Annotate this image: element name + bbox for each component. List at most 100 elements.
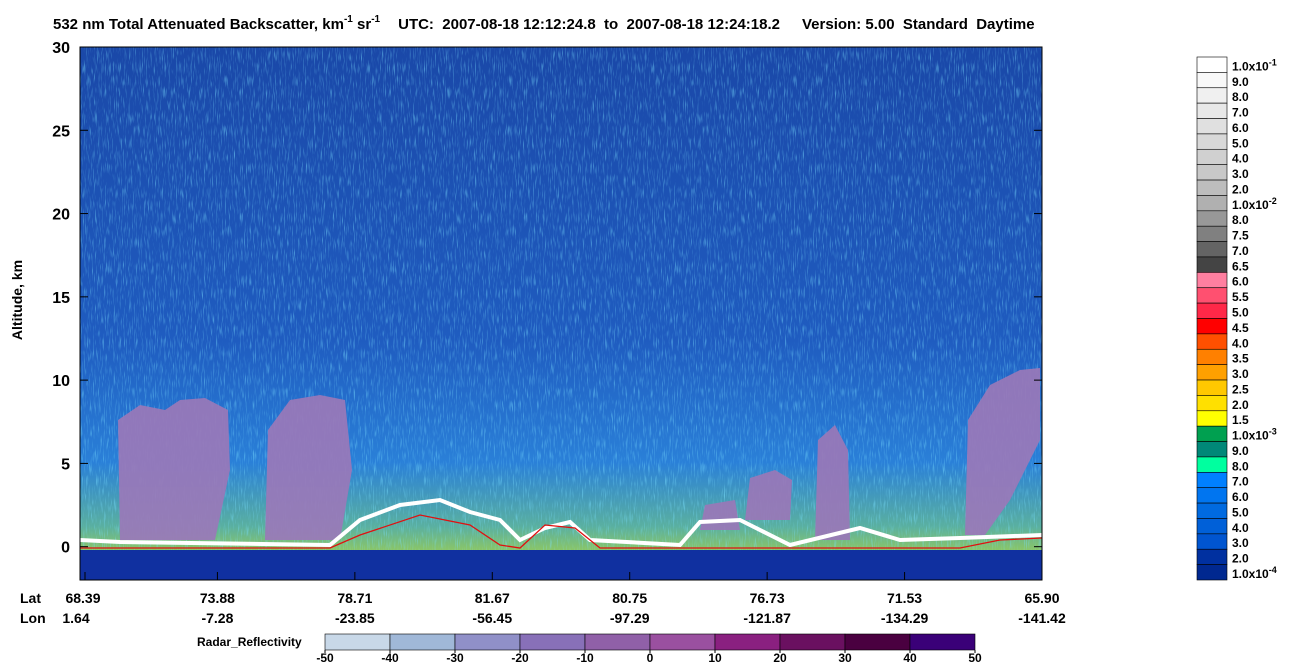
colorbar-label: 7.0 xyxy=(1232,244,1249,258)
colorbar-label: 9.0 xyxy=(1232,75,1249,89)
colorbar-label-text: 5.5 xyxy=(1232,290,1249,304)
lat-label: Lat xyxy=(20,590,41,606)
colorbar-cell xyxy=(1196,195,1228,212)
colorbar-label-text: 3.5 xyxy=(1232,352,1249,366)
lon-tick-label: -97.29 xyxy=(610,610,650,626)
colorbar-label-text: 4.0 xyxy=(1232,336,1249,350)
colorbar-label: 7.0 xyxy=(1232,106,1249,120)
colorbar-label: 4.0 xyxy=(1232,336,1249,350)
colorbar-label: 8.0 xyxy=(1232,459,1249,473)
y-tick-label: 15 xyxy=(52,290,70,307)
colorbar-label-text: 2.0 xyxy=(1232,182,1249,196)
radar-cell xyxy=(324,633,391,651)
y-tick-label: 30 xyxy=(52,40,70,57)
radar-tick-label: 0 xyxy=(647,651,654,665)
radar-cell xyxy=(389,633,456,651)
colorbar-cell xyxy=(1196,518,1228,535)
colorbar-cell xyxy=(1196,395,1228,412)
lon-tick-label: -121.87 xyxy=(743,610,791,626)
colorbar-label: 6.5 xyxy=(1232,259,1249,273)
radar-cell xyxy=(519,633,586,651)
colorbar-label-text: 4.5 xyxy=(1232,321,1249,335)
colorbar-label-exp: -3 xyxy=(1269,427,1277,437)
colorbar-label: 1.5 xyxy=(1232,413,1249,427)
radar-tick-label: -40 xyxy=(381,651,399,665)
lat-tick-label: 65.90 xyxy=(1024,590,1059,606)
radar-tick-label: 30 xyxy=(838,651,852,665)
colorbar-label-text: 1.0x10 xyxy=(1232,59,1269,73)
colorbar-cell xyxy=(1196,72,1228,89)
colorbar-label-text: 6.0 xyxy=(1232,275,1249,289)
colorbar-label-text: 3.0 xyxy=(1232,536,1249,550)
lat-tick-label: 68.39 xyxy=(65,590,100,606)
colorbar-label: 1.0x10-3 xyxy=(1232,427,1277,443)
colorbar-label: 9.0 xyxy=(1232,444,1249,458)
colorbar-cell xyxy=(1196,148,1228,165)
speckle xyxy=(80,47,1042,580)
colorbar-cell xyxy=(1196,348,1228,365)
lat-tick-label: 80.75 xyxy=(612,590,647,606)
colorbar-label: 8.0 xyxy=(1232,90,1249,104)
y-tick-label: 20 xyxy=(52,207,70,224)
surface-return xyxy=(80,497,1042,548)
radar-tick-label: 50 xyxy=(968,651,982,665)
colorbar-cell xyxy=(1196,379,1228,396)
colorbar-cell xyxy=(1196,164,1228,181)
colorbar-cell xyxy=(1196,472,1228,489)
colorbar-label-text: 2.0 xyxy=(1232,398,1249,412)
lon-tick-label: 1.64 xyxy=(62,610,89,626)
lat-tick-label: 71.53 xyxy=(887,590,922,606)
title-sup: -1 xyxy=(344,14,353,25)
colorbar-label-text: 7.0 xyxy=(1232,244,1249,258)
colorbar-cell xyxy=(1196,118,1228,135)
colorbar-label: 1.0x10-4 xyxy=(1232,565,1277,581)
colorbar-label: 5.0 xyxy=(1232,136,1249,150)
radar-cell xyxy=(584,633,651,651)
radar-tick-label: -10 xyxy=(576,651,594,665)
colorbar-label-text: 7.0 xyxy=(1232,106,1249,120)
radar-tick-label: 20 xyxy=(773,651,787,665)
radar-tick-label: -50 xyxy=(316,651,334,665)
title-text: 532 nm Total Attenuated Backscatter, km xyxy=(53,16,344,33)
lon-tick-label: -56.45 xyxy=(472,610,512,626)
colorbar-label: 2.5 xyxy=(1232,382,1249,396)
colorbar-cell xyxy=(1196,241,1228,258)
y-tick-label: 25 xyxy=(52,123,70,140)
colorbar-label: 3.5 xyxy=(1232,352,1249,366)
colorbar-cell xyxy=(1196,272,1228,289)
colorbar-label: 5.0 xyxy=(1232,505,1249,519)
colorbar-label: 3.0 xyxy=(1232,367,1249,381)
lat-tick-label: 78.71 xyxy=(337,590,372,606)
plot-image xyxy=(80,47,1042,580)
colorbar-cell xyxy=(1196,102,1228,119)
colorbar-cell xyxy=(1196,318,1228,335)
radar-label: Radar_Reflectivity xyxy=(197,635,302,649)
colorbar-cell xyxy=(1196,564,1228,581)
colorbar-label-text: 3.0 xyxy=(1232,167,1249,181)
radar-tick-label: -30 xyxy=(446,651,464,665)
colorbar-label: 7.5 xyxy=(1232,229,1249,243)
colorbar-label: 1.0x10-1 xyxy=(1232,57,1277,73)
colorbar-label: 2.0 xyxy=(1232,552,1249,566)
colorbar-label-text: 9.0 xyxy=(1232,444,1249,458)
colorbar-cell xyxy=(1196,287,1228,304)
radar-tick-label: -20 xyxy=(511,651,529,665)
colorbar-label: 6.0 xyxy=(1232,275,1249,289)
title-utc: UTC: 2007-08-18 12:12:24.8 to 2007-08-18… xyxy=(398,16,780,33)
colorbar-label-text: 8.0 xyxy=(1232,90,1249,104)
colorbar-label: 3.0 xyxy=(1232,167,1249,181)
y-axis-label: Altitude, km xyxy=(9,260,25,340)
radar-tick-label: 10 xyxy=(708,651,722,665)
colorbar-label: 4.0 xyxy=(1232,521,1249,535)
colorbar-cell xyxy=(1196,425,1228,442)
colorbar-label-text: 7.0 xyxy=(1232,475,1249,489)
title-sup: -1 xyxy=(371,14,380,25)
colorbar-label: 4.5 xyxy=(1232,321,1249,335)
colorbar-label: 8.0 xyxy=(1232,213,1249,227)
lon-tick-label: -141.42 xyxy=(1018,610,1066,626)
lat-tick-label: 81.67 xyxy=(475,590,510,606)
radar-cell xyxy=(454,633,521,651)
colorbar-label-text: 1.0x10 xyxy=(1232,567,1269,581)
y-tick-label: 5 xyxy=(61,456,70,473)
